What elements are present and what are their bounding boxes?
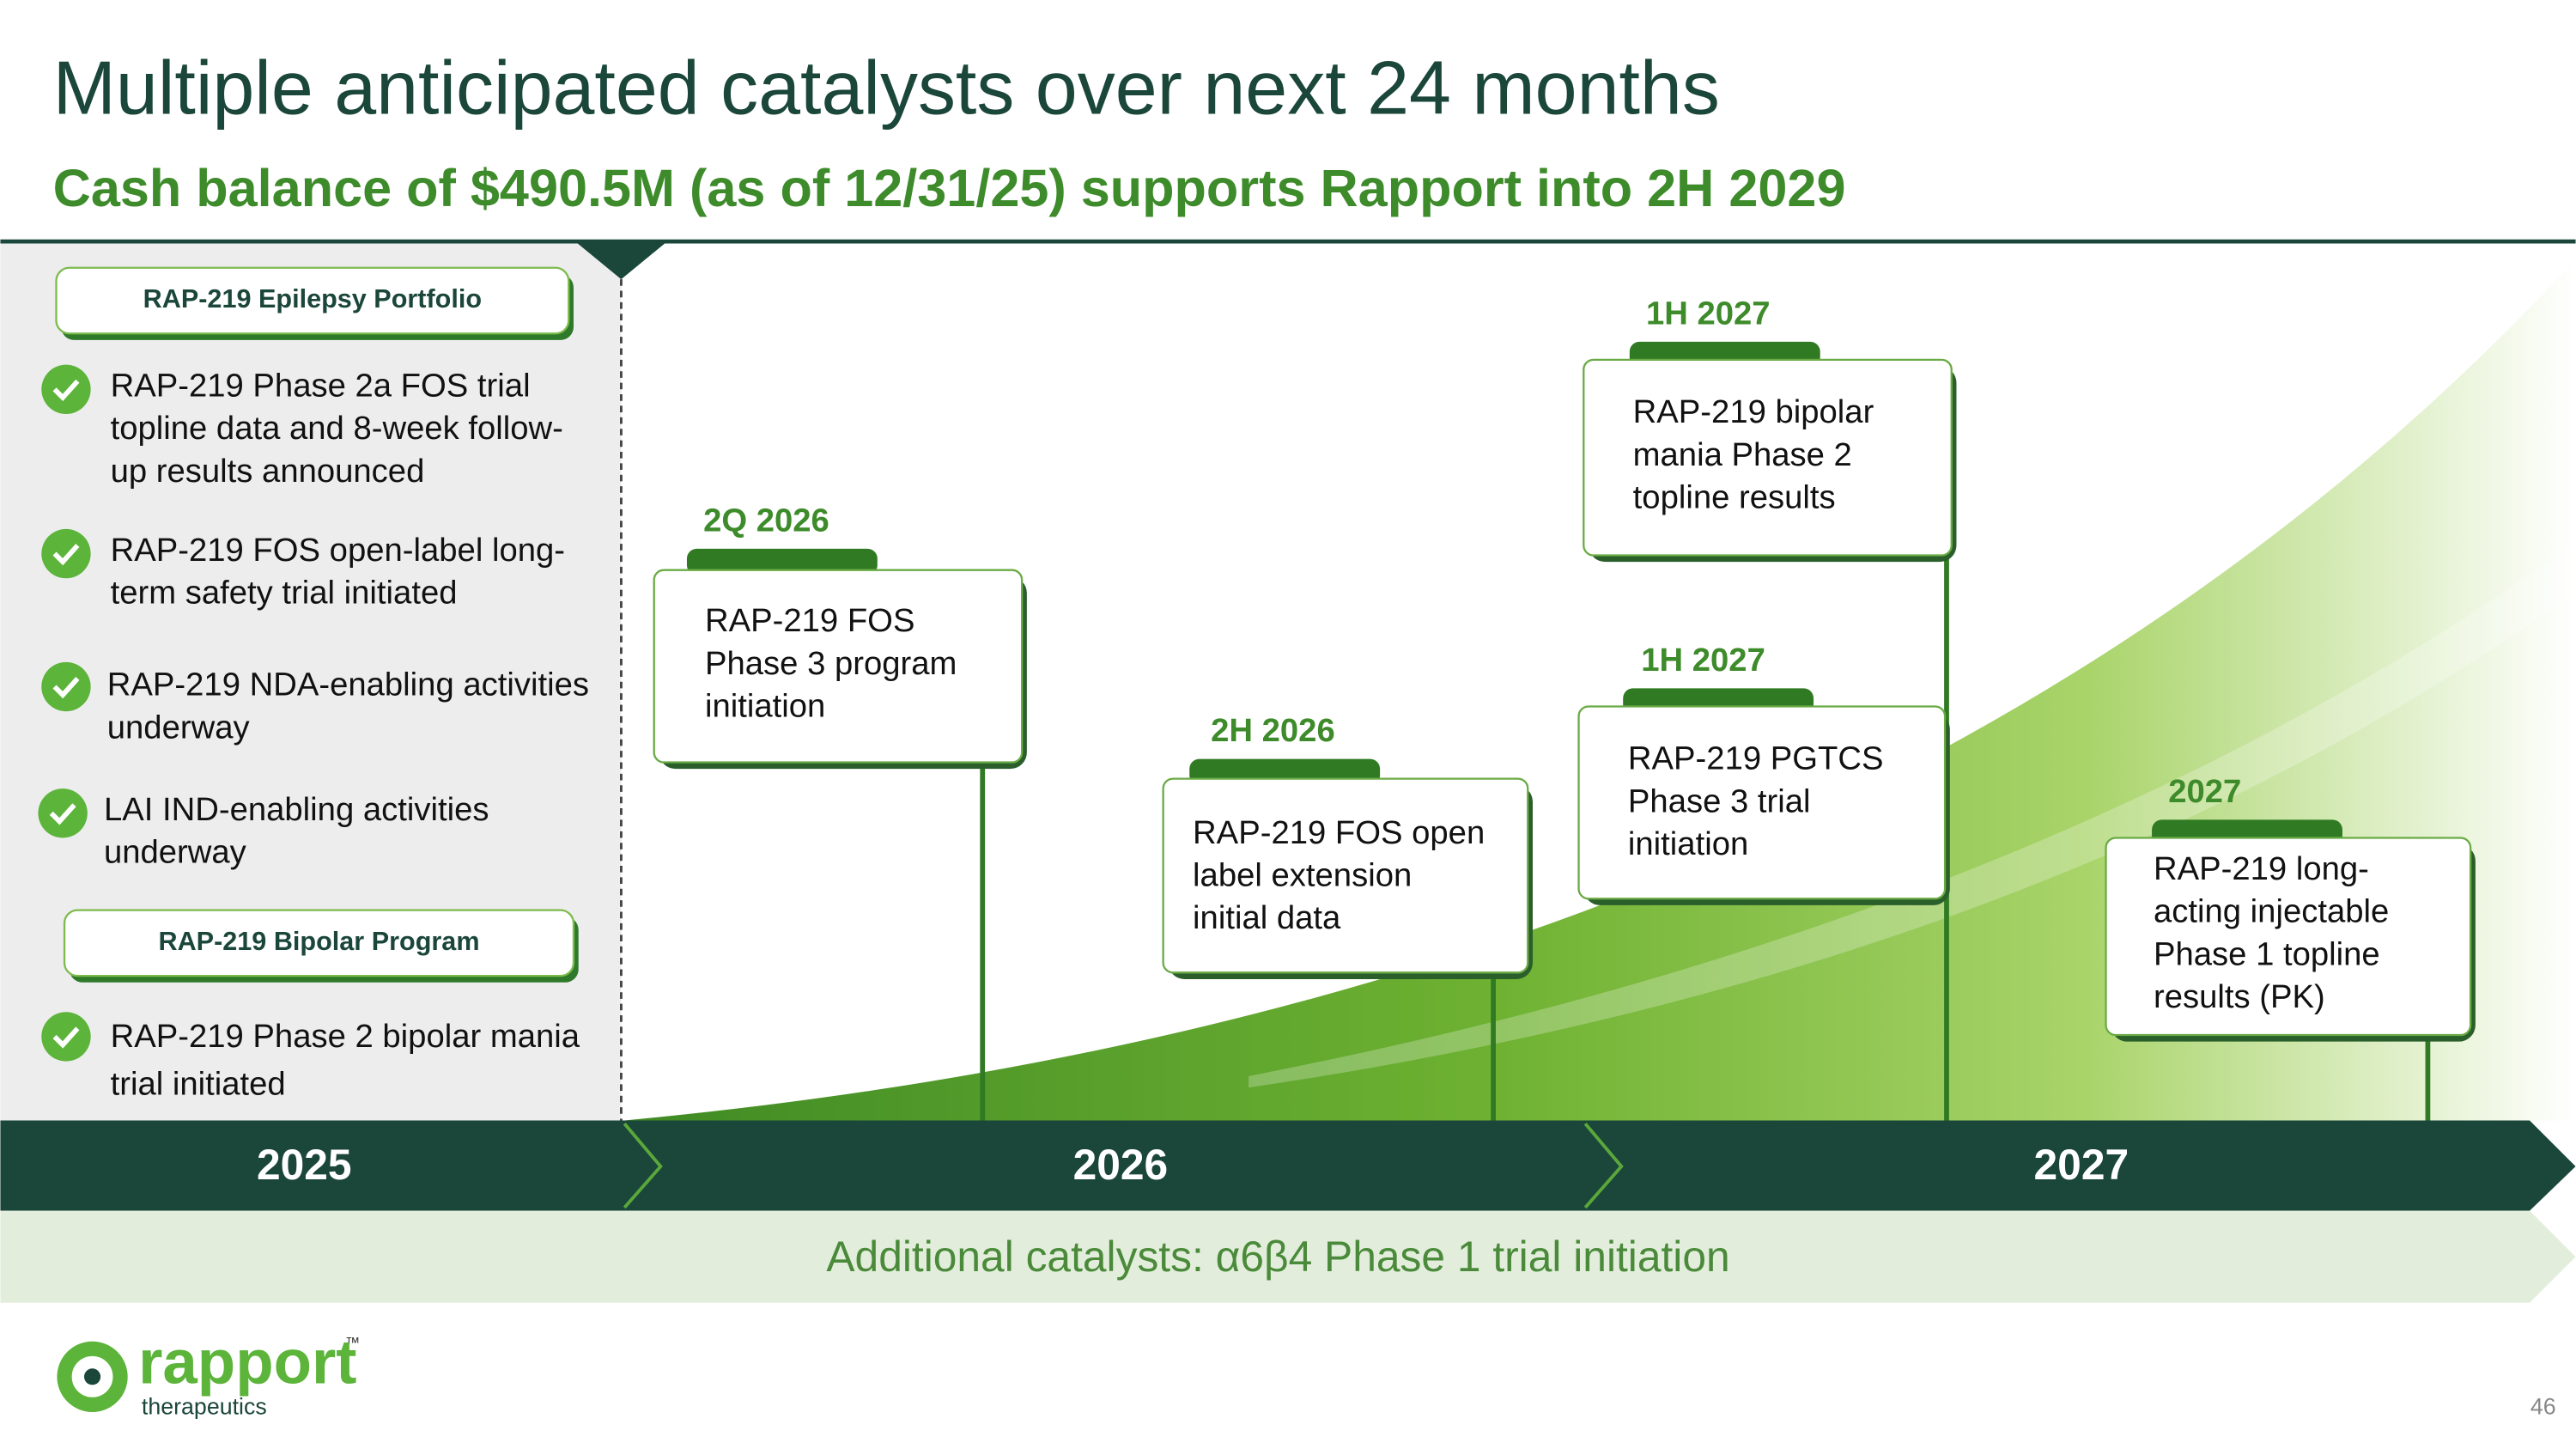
logo-ring — [57, 1341, 128, 1412]
checklist-text: RAP-219 NDA-enabling activities — [107, 667, 589, 703]
milestone-text: initiation — [1628, 825, 1748, 862]
chevron — [1583, 1123, 1624, 1209]
additional-band — [0, 1210, 2576, 1303]
checklist-text: RAP-219 Phase 2 bipolar mania — [111, 1018, 580, 1055]
milestone-box — [2105, 837, 2472, 1037]
milestone-box — [653, 569, 1024, 764]
check-mark — [52, 1026, 80, 1049]
growth-area — [624, 259, 2576, 1121]
check-mark — [49, 803, 76, 825]
checklist-text: LAI IND-enabling activities — [104, 791, 489, 828]
check-icon — [41, 1012, 91, 1062]
year-label: 2027 — [2034, 1141, 2129, 1189]
additional-text: Additional catalysts: α6β4 Phase 1 trial… — [826, 1233, 1729, 1281]
logo-name: rapport — [138, 1328, 356, 1397]
check-mark — [52, 379, 80, 402]
check-icon — [41, 528, 91, 579]
title: Multiple anticipated catalysts over next… — [53, 45, 1720, 130]
subtitle: Cash balance of $490.5M (as of 12/31/25)… — [53, 159, 1846, 217]
year-label: 2026 — [1073, 1141, 1169, 1189]
milestone-text: initiation — [705, 687, 825, 724]
logo-dot — [83, 1368, 101, 1385]
check-mark — [52, 677, 80, 699]
checklist-text: trial initiated — [111, 1065, 286, 1102]
check-mark — [52, 544, 80, 566]
heading: RAP-219 Bipolar Program — [158, 927, 479, 956]
checklist-text: term safety trial initiated — [111, 575, 458, 612]
chevron — [623, 1123, 663, 1209]
milestone-text: label extension — [1193, 856, 1412, 893]
page-number: 46 — [2530, 1393, 2556, 1419]
heading: RAP-219 Epilepsy Portfolio — [143, 284, 482, 314]
check-icon — [41, 364, 91, 414]
header-notch — [574, 241, 667, 280]
milestone-tab — [686, 548, 878, 575]
milestone-text: Phase 3 trial — [1628, 782, 1811, 819]
milestone-text: mania Phase 2 — [1633, 436, 1852, 473]
year-label: 2025 — [257, 1141, 352, 1189]
heading-box — [55, 266, 570, 335]
milestone-text: RAP-219 bipolar — [1633, 393, 1874, 430]
milestone-text: acting injectable — [2154, 893, 2389, 930]
milestone-text: RAP-219 long- — [2154, 850, 2369, 887]
milestone-box — [1583, 358, 1953, 557]
milestone-date: 1H 2027 — [1641, 642, 1765, 679]
milestone-text: RAP-219 PGTCS — [1628, 740, 1884, 777]
milestone-text: Phase 3 program — [705, 645, 957, 682]
heading-box — [63, 909, 575, 977]
milestone-text: results (PK) — [2154, 978, 2325, 1015]
milestone-date: 2027 — [2168, 773, 2241, 810]
checklist-text: topline data and 8-week follow- — [111, 410, 563, 447]
checklist-text: RAP-219 FOS open-label long- — [111, 532, 565, 569]
milestone-box — [1162, 777, 1529, 974]
milestone-box — [1577, 705, 1947, 900]
check-icon — [38, 788, 88, 838]
milestone-text: initial data — [1193, 899, 1341, 936]
checklist-text: underway — [107, 709, 251, 746]
milestone-text: topline results — [1633, 479, 1836, 516]
milestone-date: 2H 2026 — [1211, 712, 1335, 749]
milestone-text: RAP-219 FOS — [705, 602, 914, 639]
milestone-date: 1H 2027 — [1646, 295, 1771, 332]
checklist-text: up results announced — [111, 453, 425, 490]
checklist-text: RAP-219 Phase 2a FOS trial — [111, 368, 531, 405]
timeline-bar — [0, 1120, 2576, 1211]
logo-sub: therapeutics — [142, 1393, 267, 1419]
check-icon — [41, 661, 91, 712]
logo-tm: ™ — [345, 1334, 360, 1351]
milestone-text: RAP-219 FOS open — [1193, 814, 1485, 851]
milestone-date: 2Q 2026 — [703, 502, 829, 539]
checklist-text: underway — [104, 834, 247, 871]
milestone-text: Phase 1 topline — [2154, 935, 2380, 972]
